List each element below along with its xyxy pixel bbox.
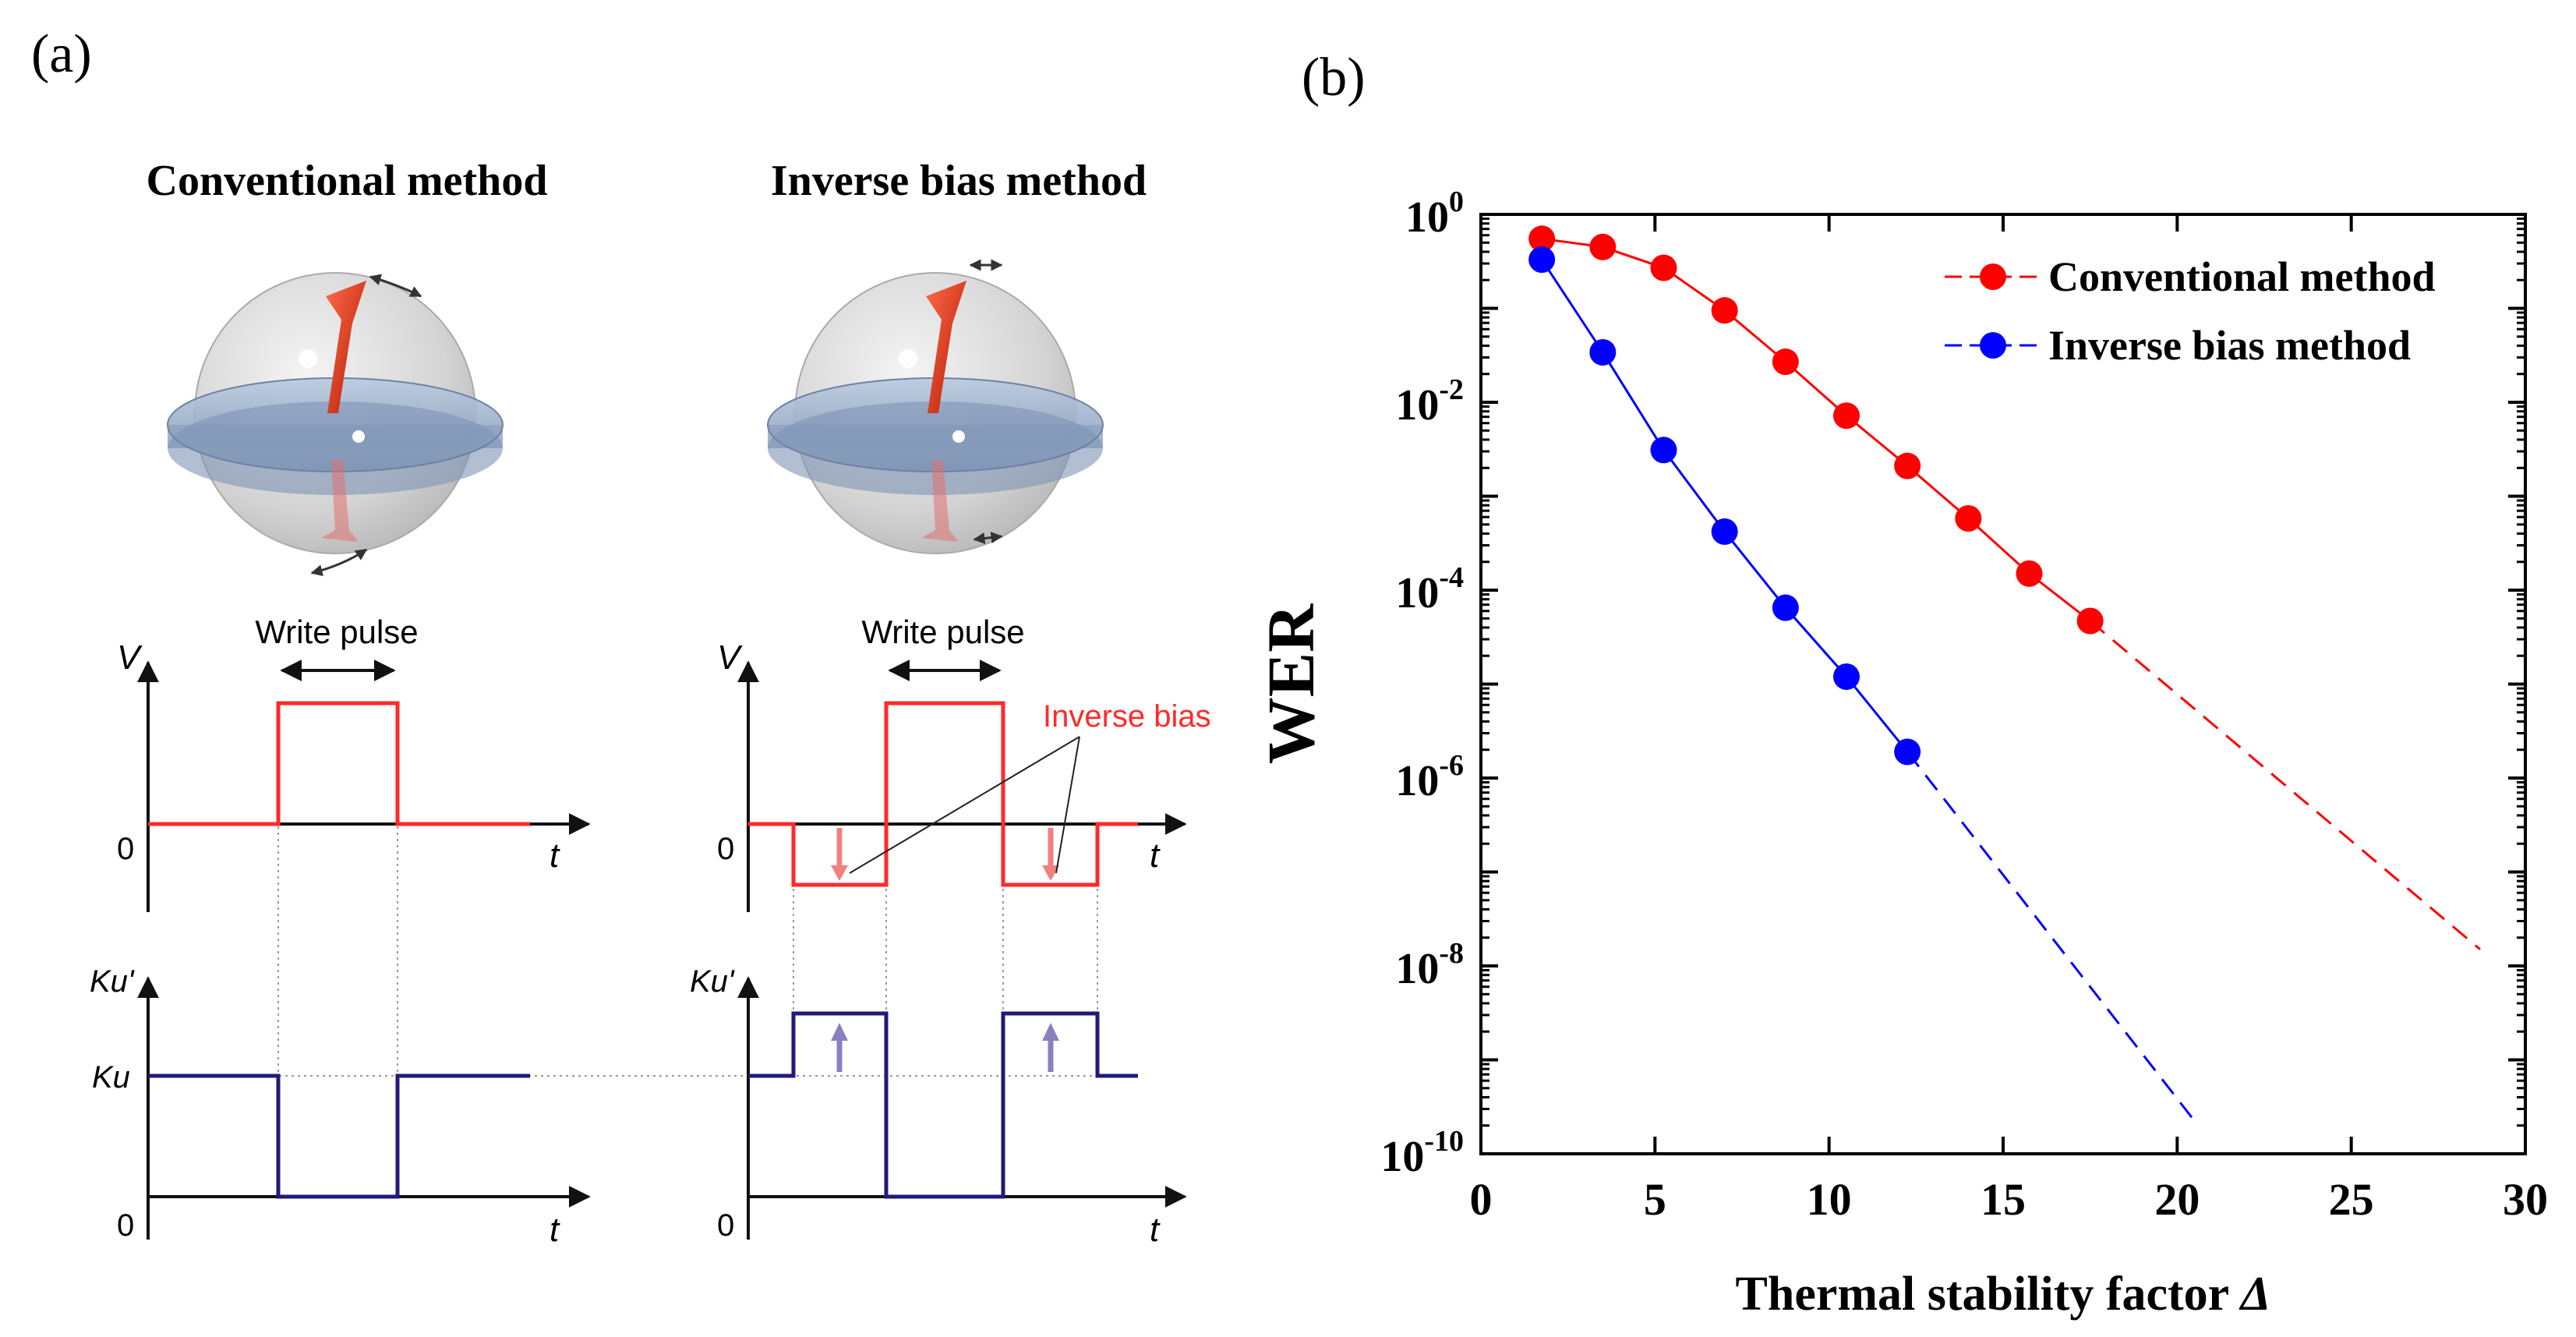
data-point	[1772, 348, 1799, 376]
panel-b-label: (b)	[1302, 48, 1366, 108]
magnetization-sphere-left	[167, 272, 504, 576]
inverse-bias-label: Inverse bias	[1043, 699, 1211, 734]
voltage-waveform-left	[148, 701, 530, 826]
panel-a-label: (a)	[31, 24, 92, 84]
series-inverse-bias	[1528, 246, 2200, 1127]
anisotropy-waveform-right	[748, 1011, 1138, 1199]
panel-a: (a) Conventional method Inverse bias met…	[31, 24, 1211, 1249]
x-tick-label: 20	[2154, 1174, 2200, 1225]
voltage-plot-right: V 0 t Write pulse Inverse bias	[717, 614, 1211, 912]
t-axis-label-right-k: t	[1150, 1211, 1161, 1249]
x-tick-label: 25	[2329, 1174, 2374, 1225]
conventional-method-title: Conventional method	[147, 157, 548, 205]
t-axis-label-right-v: t	[1150, 837, 1161, 875]
data-point	[1528, 225, 1556, 253]
legend-label: Conventional method	[2048, 253, 2436, 300]
data-point	[1955, 505, 1982, 532]
x-tick-label: 10	[1807, 1174, 1852, 1225]
data-point	[1650, 254, 1677, 281]
write-pulse-label-left: Write pulse	[255, 614, 418, 650]
legend-label: Inverse bias method	[2048, 322, 2411, 369]
y-tick-label: 10-2	[1395, 373, 1464, 430]
v-axis-label-right: V	[717, 638, 743, 677]
write-pulse-label-right: Write pulse	[861, 614, 1024, 650]
anisotropy-plot-right: Ku' 0 t	[690, 964, 1187, 1249]
v-axis-label-left: V	[117, 638, 143, 677]
voltage-waveform-right	[748, 701, 1138, 887]
wer-chart: 100 10-2 10-4 10-6 10-8 10-100 5 10 15 20 25 30 WER T…	[1253, 186, 2548, 1321]
legend-marker	[1980, 264, 2006, 290]
ku-prime-axis-label-right: Ku'	[690, 964, 735, 999]
t-axis-label-left-v: t	[549, 837, 560, 875]
extrapolation-line	[2089, 620, 2481, 950]
x-tick-label: 5	[1644, 1174, 1666, 1225]
inverse-bias-method-title: Inverse bias method	[771, 157, 1147, 205]
data-point	[1528, 246, 1556, 274]
anisotropy-waveform-left	[148, 1073, 530, 1199]
data-point	[2016, 560, 2043, 587]
legend-marker	[1980, 332, 2006, 359]
zero-label-right-k: 0	[717, 1208, 734, 1243]
series-conventional	[1528, 225, 2481, 950]
data-point	[2076, 607, 2104, 635]
zero-label-left-v: 0	[117, 832, 134, 866]
data-point	[1894, 738, 1921, 766]
data-point	[1650, 437, 1677, 464]
y-axis-label: WER	[1253, 603, 1328, 764]
data-point	[1772, 594, 1799, 621]
zero-label-right-v: 0	[717, 832, 734, 866]
data-point	[1711, 297, 1738, 324]
x-axis-label: Thermal stability factor Δ	[1736, 1268, 2271, 1321]
magnetization-sphere-right	[767, 259, 1104, 554]
anisotropy-plot-left: Ku' Ku 0 t	[90, 964, 591, 1249]
data-point	[1833, 402, 1860, 430]
y-tick-label: 10-6	[1395, 749, 1464, 805]
x-tick-label: 0	[1470, 1174, 1493, 1225]
y-tick-label: 10-4	[1395, 561, 1464, 617]
x-tick-label: 15	[1981, 1174, 2026, 1225]
t-axis-label-left-k: t	[549, 1211, 560, 1249]
ku-prime-axis-label-left: Ku'	[90, 964, 135, 999]
legend: Conventional method Inverse bias method	[1945, 253, 2436, 369]
y-tick-label: 10-8	[1395, 937, 1464, 993]
data-point	[1711, 518, 1738, 545]
data-point	[1589, 338, 1617, 366]
y-tick-label: 100	[1405, 186, 1464, 242]
zero-label-left-k: 0	[117, 1208, 134, 1243]
y-tick-label: 10-10	[1380, 1125, 1464, 1181]
x-tick-label: 30	[2503, 1174, 2548, 1225]
timing-guides	[148, 826, 1130, 1201]
data-point	[1833, 663, 1860, 690]
extrapolation-line	[1906, 751, 2200, 1127]
panel-b: (b) 100 10-2 10-4 10-6 10-8 10-100 5 10 15 20 25 30…	[1253, 48, 2548, 1321]
series-line	[1541, 237, 2091, 622]
data-point	[1589, 233, 1617, 260]
voltage-plot-left: V 0 t Write pulse	[117, 614, 591, 912]
ku-level-label-left: Ku	[92, 1060, 130, 1095]
data-point	[1894, 452, 1921, 479]
